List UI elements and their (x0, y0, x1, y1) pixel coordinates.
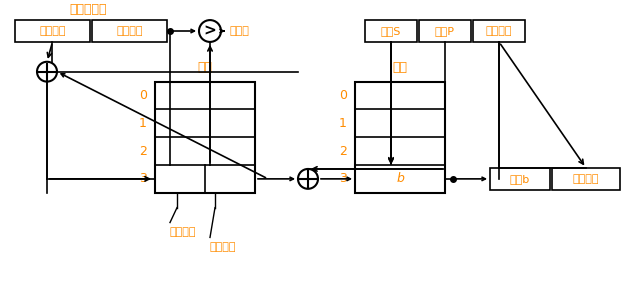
Text: 页表长度: 页表长度 (170, 227, 196, 237)
Text: b: b (396, 172, 404, 185)
Text: 段超长: 段超长 (230, 26, 250, 36)
Text: >: > (204, 24, 216, 39)
FancyBboxPatch shape (365, 20, 417, 42)
FancyBboxPatch shape (552, 168, 620, 190)
Text: 块内地址: 块内地址 (572, 174, 599, 184)
Text: 段号S: 段号S (381, 26, 401, 36)
FancyBboxPatch shape (473, 20, 525, 42)
Text: 0: 0 (139, 89, 147, 102)
Text: 段表: 段表 (198, 61, 213, 74)
Text: 1: 1 (339, 117, 347, 130)
Text: 2: 2 (339, 145, 347, 158)
FancyBboxPatch shape (419, 20, 471, 42)
FancyBboxPatch shape (155, 82, 255, 193)
Text: 页表: 页表 (393, 61, 408, 74)
Text: 页号P: 页号P (435, 26, 455, 36)
Text: 段表始址: 段表始址 (40, 26, 66, 36)
Text: 段表长度: 段表长度 (116, 26, 143, 36)
Text: 页表始址: 页表始址 (210, 242, 236, 253)
Text: 3: 3 (339, 172, 347, 185)
FancyBboxPatch shape (490, 168, 550, 190)
Text: 2: 2 (139, 145, 147, 158)
Text: 3: 3 (139, 172, 147, 185)
Text: 段表寄存器: 段表寄存器 (69, 3, 107, 16)
Text: 1: 1 (139, 117, 147, 130)
Text: 页内地址: 页内地址 (486, 26, 512, 36)
Text: 块号b: 块号b (510, 174, 530, 184)
FancyBboxPatch shape (15, 20, 90, 42)
FancyBboxPatch shape (92, 20, 167, 42)
FancyBboxPatch shape (355, 82, 445, 193)
Text: 0: 0 (339, 89, 347, 102)
